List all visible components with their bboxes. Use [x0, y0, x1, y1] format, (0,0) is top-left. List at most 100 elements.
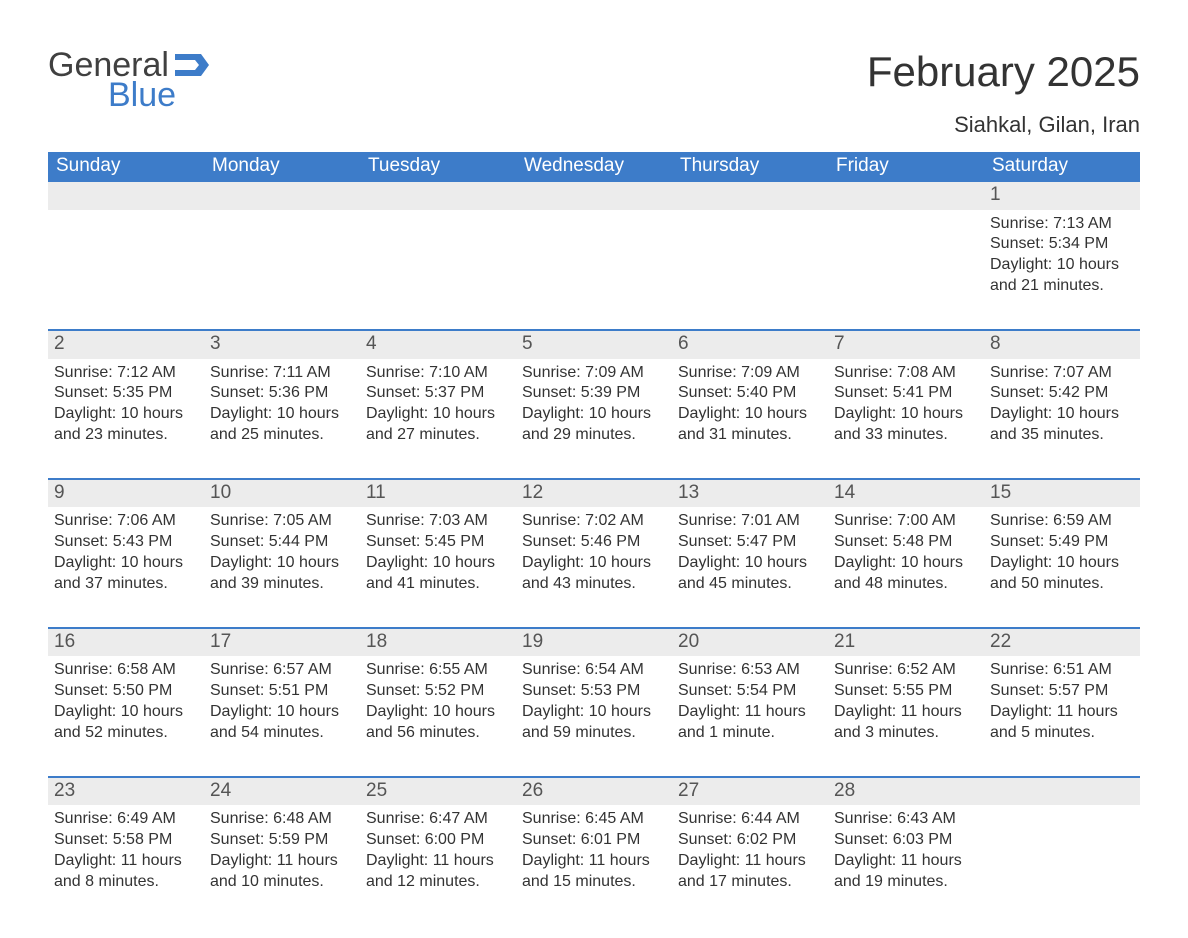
- day-cell: 16Sunrise: 6:58 AMSunset: 5:50 PMDayligh…: [48, 629, 204, 750]
- day-sunset: Sunset: 5:58 PM: [54, 830, 198, 851]
- day-daylight1: Daylight: 10 hours: [54, 702, 198, 723]
- day-sunrise: Sunrise: 7:10 AM: [366, 363, 510, 384]
- day-daylight2: and 31 minutes.: [678, 425, 822, 446]
- day-cell: 20Sunrise: 6:53 AMSunset: 5:54 PMDayligh…: [672, 629, 828, 750]
- day-sunrise: Sunrise: 7:13 AM: [990, 214, 1134, 235]
- day-cell: 23Sunrise: 6:49 AMSunset: 5:58 PMDayligh…: [48, 778, 204, 899]
- day-daylight1: Daylight: 11 hours: [834, 851, 978, 872]
- day-cell: 27Sunrise: 6:44 AMSunset: 6:02 PMDayligh…: [672, 778, 828, 899]
- day-sunrise: Sunrise: 7:12 AM: [54, 363, 198, 384]
- day-daylight1: Daylight: 10 hours: [522, 702, 666, 723]
- day-daylight2: and 12 minutes.: [366, 872, 510, 893]
- day-daylight1: Daylight: 10 hours: [366, 553, 510, 574]
- day-daylight1: Daylight: 10 hours: [990, 553, 1134, 574]
- day-cell-empty: [828, 182, 984, 303]
- day-daylight2: and 3 minutes.: [834, 723, 978, 744]
- day-daylight2: and 29 minutes.: [522, 425, 666, 446]
- day-daylight1: Daylight: 10 hours: [54, 404, 198, 425]
- day-number: 6: [672, 331, 828, 359]
- day-sunset: Sunset: 6:03 PM: [834, 830, 978, 851]
- day-number: 24: [204, 778, 360, 806]
- day-daylight2: and 48 minutes.: [834, 574, 978, 595]
- logo-text: General Blue: [48, 48, 209, 112]
- day-cell: 7Sunrise: 7:08 AMSunset: 5:41 PMDaylight…: [828, 331, 984, 452]
- weekday-header: Thursday: [672, 152, 828, 182]
- day-number: 3: [204, 331, 360, 359]
- day-number: 25: [360, 778, 516, 806]
- day-daylight1: Daylight: 11 hours: [522, 851, 666, 872]
- day-number: 14: [828, 480, 984, 508]
- day-cell-empty: [48, 182, 204, 303]
- day-daylight1: Daylight: 11 hours: [990, 702, 1134, 723]
- day-cell: 15Sunrise: 6:59 AMSunset: 5:49 PMDayligh…: [984, 480, 1140, 601]
- day-sunrise: Sunrise: 6:44 AM: [678, 809, 822, 830]
- day-daylight2: and 35 minutes.: [990, 425, 1134, 446]
- day-cell: 14Sunrise: 7:00 AMSunset: 5:48 PMDayligh…: [828, 480, 984, 601]
- logo: General Blue: [48, 48, 209, 112]
- day-daylight2: and 19 minutes.: [834, 872, 978, 893]
- weekday-header: Saturday: [984, 152, 1140, 182]
- day-daylight2: and 5 minutes.: [990, 723, 1134, 744]
- day-number: 4: [360, 331, 516, 359]
- day-sunset: Sunset: 5:37 PM: [366, 383, 510, 404]
- header: General Blue February 2025 Siahkal, Gila…: [48, 48, 1140, 138]
- day-daylight2: and 8 minutes.: [54, 872, 198, 893]
- day-sunrise: Sunrise: 6:45 AM: [522, 809, 666, 830]
- day-daylight1: Daylight: 10 hours: [54, 553, 198, 574]
- day-number: 5: [516, 331, 672, 359]
- day-number: 28: [828, 778, 984, 806]
- day-cell-empty: [672, 182, 828, 303]
- day-sunrise: Sunrise: 6:58 AM: [54, 660, 198, 681]
- day-daylight1: Daylight: 11 hours: [210, 851, 354, 872]
- day-sunrise: Sunrise: 6:52 AM: [834, 660, 978, 681]
- day-sunset: Sunset: 5:51 PM: [210, 681, 354, 702]
- day-cell-empty: [516, 182, 672, 303]
- day-daylight2: and 54 minutes.: [210, 723, 354, 744]
- day-daylight1: Daylight: 10 hours: [366, 702, 510, 723]
- day-daylight2: and 33 minutes.: [834, 425, 978, 446]
- day-cell-empty: [360, 182, 516, 303]
- day-sunrise: Sunrise: 7:11 AM: [210, 363, 354, 384]
- day-cell: 12Sunrise: 7:02 AMSunset: 5:46 PMDayligh…: [516, 480, 672, 601]
- day-daylight2: and 50 minutes.: [990, 574, 1134, 595]
- day-daylight2: and 39 minutes.: [210, 574, 354, 595]
- day-cell: 19Sunrise: 6:54 AMSunset: 5:53 PMDayligh…: [516, 629, 672, 750]
- day-number: [516, 182, 672, 210]
- week-row: 16Sunrise: 6:58 AMSunset: 5:50 PMDayligh…: [48, 627, 1140, 750]
- weeks-container: 1Sunrise: 7:13 AMSunset: 5:34 PMDaylight…: [48, 182, 1140, 898]
- day-cell: 18Sunrise: 6:55 AMSunset: 5:52 PMDayligh…: [360, 629, 516, 750]
- day-daylight2: and 43 minutes.: [522, 574, 666, 595]
- day-cell-empty: [204, 182, 360, 303]
- weekday-header: Sunday: [48, 152, 204, 182]
- day-sunrise: Sunrise: 7:01 AM: [678, 511, 822, 532]
- day-sunset: Sunset: 6:01 PM: [522, 830, 666, 851]
- day-number: 8: [984, 331, 1140, 359]
- day-sunset: Sunset: 5:55 PM: [834, 681, 978, 702]
- day-number: 20: [672, 629, 828, 657]
- day-cell: 9Sunrise: 7:06 AMSunset: 5:43 PMDaylight…: [48, 480, 204, 601]
- day-sunset: Sunset: 5:40 PM: [678, 383, 822, 404]
- day-daylight1: Daylight: 10 hours: [522, 553, 666, 574]
- logo-flag-icon: [175, 48, 209, 82]
- day-sunset: Sunset: 5:50 PM: [54, 681, 198, 702]
- day-cell: 6Sunrise: 7:09 AMSunset: 5:40 PMDaylight…: [672, 331, 828, 452]
- day-daylight2: and 23 minutes.: [54, 425, 198, 446]
- day-sunset: Sunset: 5:34 PM: [990, 234, 1134, 255]
- day-sunset: Sunset: 5:45 PM: [366, 532, 510, 553]
- day-daylight2: and 45 minutes.: [678, 574, 822, 595]
- day-sunset: Sunset: 5:41 PM: [834, 383, 978, 404]
- day-sunset: Sunset: 5:44 PM: [210, 532, 354, 553]
- day-daylight2: and 25 minutes.: [210, 425, 354, 446]
- day-sunrise: Sunrise: 6:53 AM: [678, 660, 822, 681]
- day-number: [204, 182, 360, 210]
- day-daylight1: Daylight: 10 hours: [990, 255, 1134, 276]
- day-sunrise: Sunrise: 7:00 AM: [834, 511, 978, 532]
- day-sunset: Sunset: 5:47 PM: [678, 532, 822, 553]
- day-number: 19: [516, 629, 672, 657]
- day-sunset: Sunset: 5:48 PM: [834, 532, 978, 553]
- day-number: 15: [984, 480, 1140, 508]
- day-number: 1: [984, 182, 1140, 210]
- day-daylight1: Daylight: 11 hours: [678, 702, 822, 723]
- day-number: 12: [516, 480, 672, 508]
- day-sunset: Sunset: 6:02 PM: [678, 830, 822, 851]
